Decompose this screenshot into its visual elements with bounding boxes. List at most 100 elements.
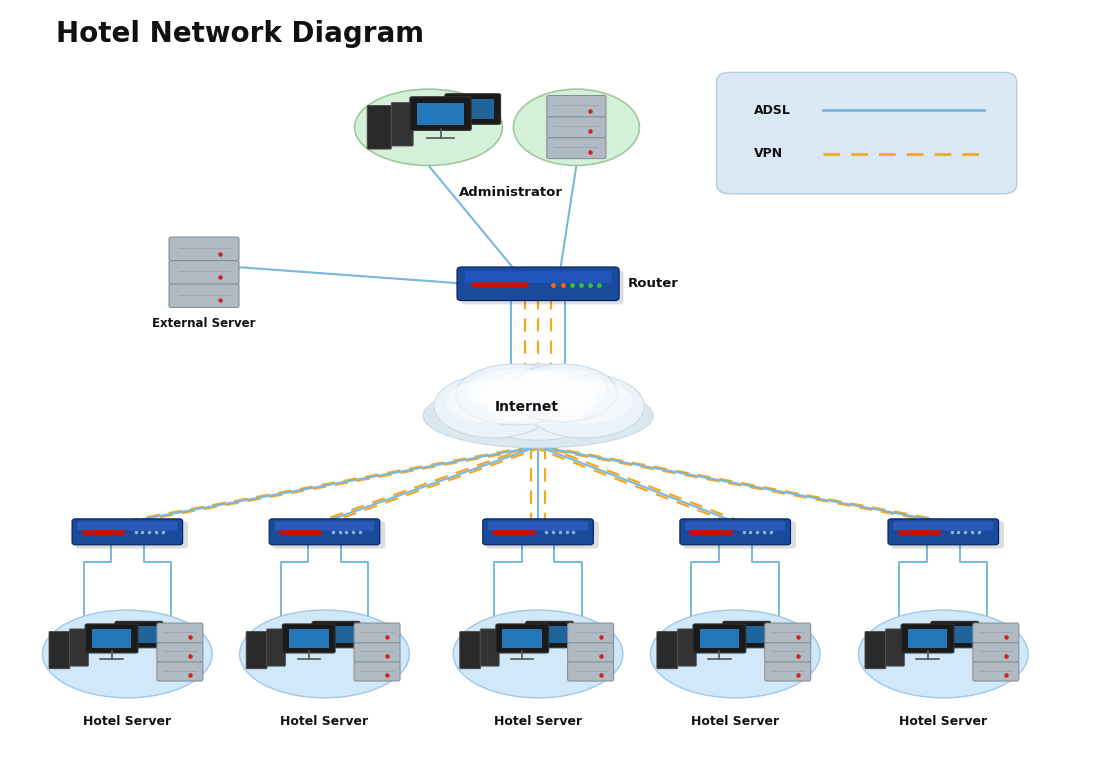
FancyBboxPatch shape bbox=[354, 661, 400, 681]
Text: VPN: VPN bbox=[754, 147, 783, 160]
Ellipse shape bbox=[524, 374, 645, 438]
FancyBboxPatch shape bbox=[683, 521, 796, 548]
Ellipse shape bbox=[355, 89, 503, 165]
FancyBboxPatch shape bbox=[460, 631, 481, 669]
FancyBboxPatch shape bbox=[765, 661, 810, 681]
Text: Internet: Internet bbox=[495, 400, 559, 414]
FancyBboxPatch shape bbox=[547, 137, 606, 159]
FancyBboxPatch shape bbox=[391, 103, 413, 146]
Text: Hotel Network Diagram: Hotel Network Diagram bbox=[56, 21, 424, 48]
FancyBboxPatch shape bbox=[169, 283, 239, 307]
Ellipse shape bbox=[507, 364, 617, 422]
FancyBboxPatch shape bbox=[937, 626, 973, 643]
FancyBboxPatch shape bbox=[76, 521, 188, 548]
FancyBboxPatch shape bbox=[480, 629, 500, 666]
FancyBboxPatch shape bbox=[699, 629, 739, 648]
Ellipse shape bbox=[463, 364, 613, 440]
Ellipse shape bbox=[446, 379, 542, 424]
FancyBboxPatch shape bbox=[312, 621, 360, 648]
FancyBboxPatch shape bbox=[451, 99, 494, 119]
FancyBboxPatch shape bbox=[765, 623, 810, 643]
FancyBboxPatch shape bbox=[973, 661, 1019, 681]
FancyBboxPatch shape bbox=[157, 642, 203, 662]
FancyBboxPatch shape bbox=[973, 623, 1019, 643]
FancyBboxPatch shape bbox=[483, 519, 593, 545]
FancyBboxPatch shape bbox=[49, 631, 70, 669]
Text: Hotel Server: Hotel Server bbox=[83, 715, 171, 728]
Text: Router: Router bbox=[628, 277, 679, 290]
FancyBboxPatch shape bbox=[973, 642, 1019, 662]
FancyBboxPatch shape bbox=[486, 521, 598, 548]
Ellipse shape bbox=[456, 364, 576, 425]
Text: Administrator: Administrator bbox=[459, 186, 562, 199]
FancyBboxPatch shape bbox=[717, 72, 1017, 194]
Ellipse shape bbox=[536, 379, 632, 424]
FancyBboxPatch shape bbox=[657, 631, 677, 669]
FancyBboxPatch shape bbox=[267, 629, 285, 666]
FancyBboxPatch shape bbox=[445, 93, 501, 124]
FancyBboxPatch shape bbox=[568, 661, 614, 681]
FancyBboxPatch shape bbox=[677, 629, 696, 666]
FancyBboxPatch shape bbox=[354, 623, 400, 643]
FancyBboxPatch shape bbox=[169, 260, 239, 284]
FancyBboxPatch shape bbox=[461, 271, 624, 304]
FancyBboxPatch shape bbox=[92, 629, 132, 648]
FancyBboxPatch shape bbox=[908, 629, 948, 648]
FancyBboxPatch shape bbox=[489, 522, 587, 530]
FancyBboxPatch shape bbox=[765, 642, 810, 662]
Text: Hotel Server: Hotel Server bbox=[280, 715, 369, 728]
FancyBboxPatch shape bbox=[865, 631, 886, 669]
Ellipse shape bbox=[514, 89, 639, 165]
Ellipse shape bbox=[859, 610, 1028, 698]
FancyBboxPatch shape bbox=[503, 629, 542, 648]
Ellipse shape bbox=[239, 610, 410, 698]
Ellipse shape bbox=[453, 610, 623, 698]
FancyBboxPatch shape bbox=[269, 519, 380, 545]
FancyBboxPatch shape bbox=[367, 106, 391, 149]
Ellipse shape bbox=[650, 610, 820, 698]
FancyBboxPatch shape bbox=[547, 96, 606, 117]
Text: External Server: External Server bbox=[153, 316, 256, 329]
Ellipse shape bbox=[468, 368, 564, 411]
FancyBboxPatch shape bbox=[496, 624, 549, 653]
FancyBboxPatch shape bbox=[901, 624, 954, 653]
Text: Hotel Server: Hotel Server bbox=[691, 715, 780, 728]
FancyBboxPatch shape bbox=[86, 624, 138, 653]
FancyBboxPatch shape bbox=[931, 621, 978, 648]
FancyBboxPatch shape bbox=[526, 621, 573, 648]
FancyBboxPatch shape bbox=[417, 103, 464, 125]
FancyBboxPatch shape bbox=[568, 623, 614, 643]
FancyBboxPatch shape bbox=[722, 621, 771, 648]
FancyBboxPatch shape bbox=[885, 629, 905, 666]
FancyBboxPatch shape bbox=[272, 521, 385, 548]
Text: Hotel Server: Hotel Server bbox=[494, 715, 582, 728]
FancyBboxPatch shape bbox=[888, 519, 998, 545]
Ellipse shape bbox=[434, 374, 554, 438]
Ellipse shape bbox=[518, 368, 606, 408]
FancyBboxPatch shape bbox=[282, 624, 335, 653]
Ellipse shape bbox=[479, 371, 597, 424]
FancyBboxPatch shape bbox=[894, 522, 993, 530]
FancyBboxPatch shape bbox=[121, 626, 157, 643]
Text: Hotel Server: Hotel Server bbox=[899, 715, 987, 728]
FancyBboxPatch shape bbox=[693, 624, 746, 653]
Ellipse shape bbox=[423, 384, 653, 448]
FancyBboxPatch shape bbox=[69, 629, 89, 666]
FancyBboxPatch shape bbox=[568, 642, 614, 662]
FancyBboxPatch shape bbox=[157, 623, 203, 643]
FancyBboxPatch shape bbox=[354, 642, 400, 662]
FancyBboxPatch shape bbox=[246, 631, 267, 669]
FancyBboxPatch shape bbox=[729, 626, 765, 643]
FancyBboxPatch shape bbox=[115, 621, 163, 648]
FancyBboxPatch shape bbox=[892, 521, 1004, 548]
FancyBboxPatch shape bbox=[685, 522, 785, 530]
FancyBboxPatch shape bbox=[410, 97, 471, 130]
Ellipse shape bbox=[43, 610, 212, 698]
Text: ADSL: ADSL bbox=[754, 104, 791, 117]
FancyBboxPatch shape bbox=[680, 519, 791, 545]
FancyBboxPatch shape bbox=[464, 271, 612, 283]
FancyBboxPatch shape bbox=[318, 626, 355, 643]
FancyBboxPatch shape bbox=[289, 629, 328, 648]
FancyBboxPatch shape bbox=[78, 522, 177, 530]
FancyBboxPatch shape bbox=[274, 522, 374, 530]
